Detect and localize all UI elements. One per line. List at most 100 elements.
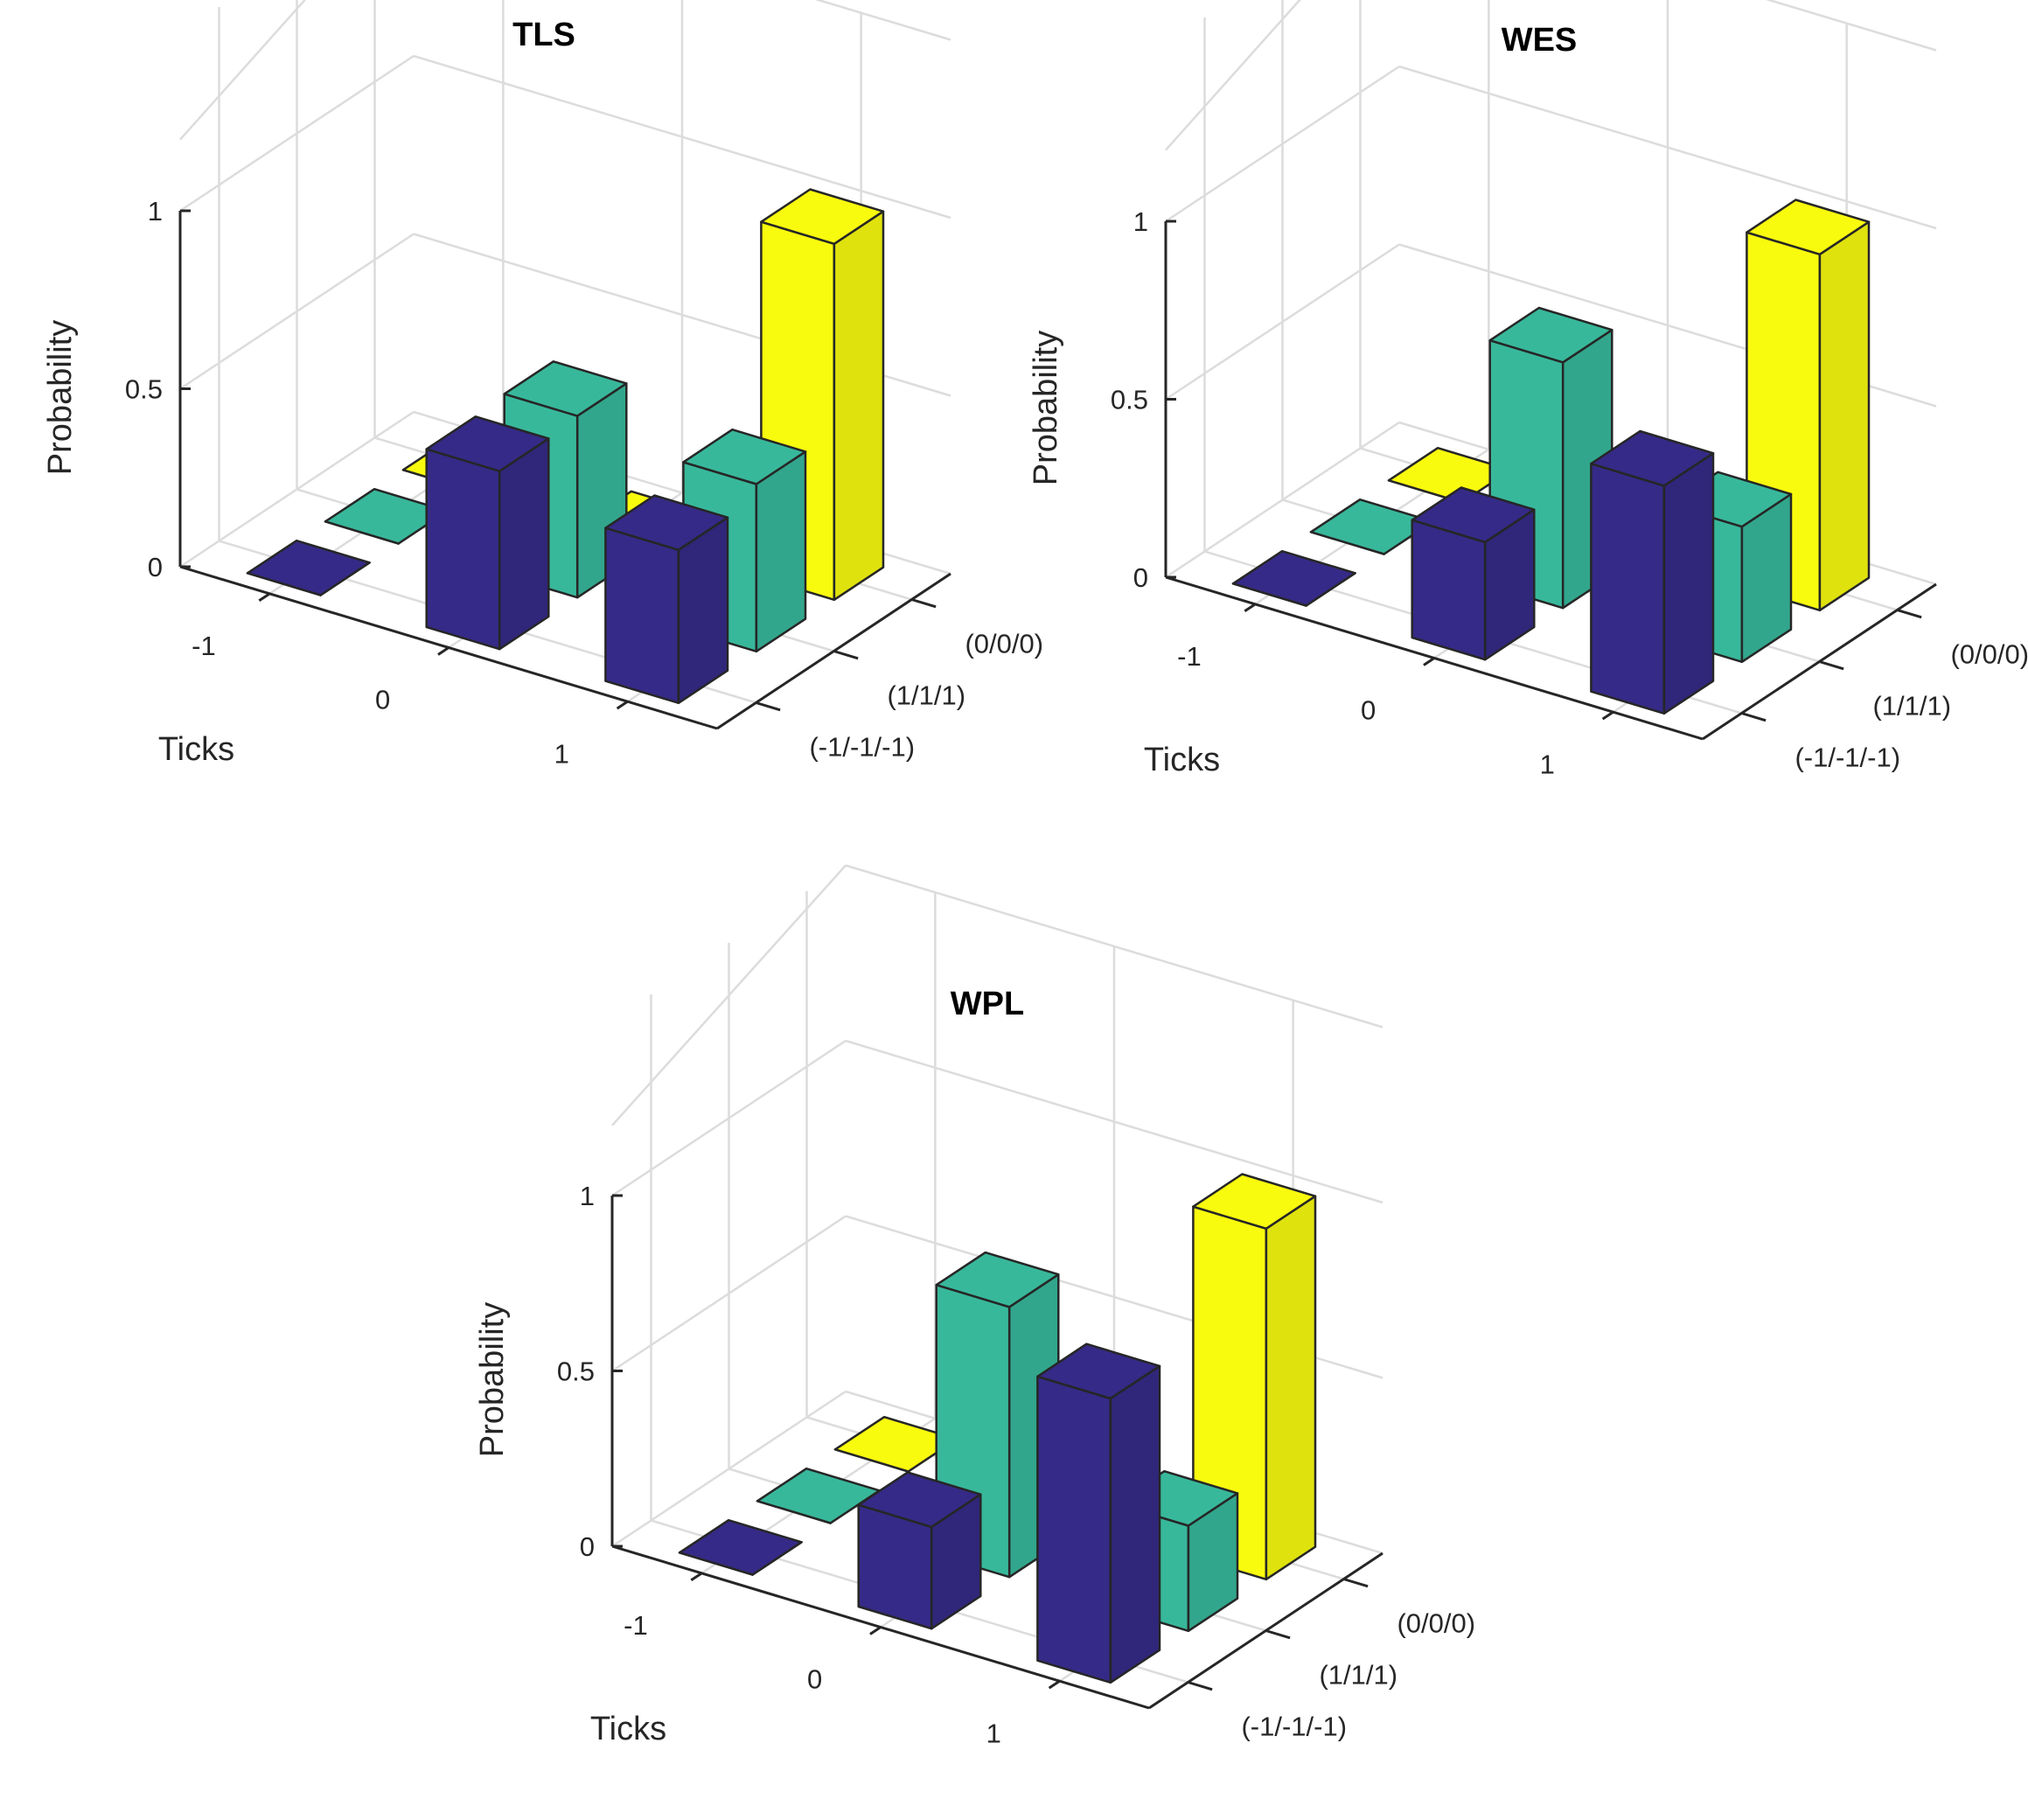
bar-top-face (604, 494, 729, 552)
x-tick (1048, 1679, 1061, 1690)
bar-front-face (1411, 519, 1487, 661)
chart-title: WPL (951, 986, 1024, 1022)
y-tick-label: (1/1/1) (1872, 690, 1951, 721)
bars (1231, 199, 1871, 715)
z-tick-label: 1 (580, 1181, 595, 1211)
y-tick-label: (-1/-1/-1) (1795, 742, 1900, 772)
z-axis-label: Probability (42, 320, 79, 475)
bar-top-face (682, 428, 807, 485)
y-tick (1265, 1629, 1291, 1640)
y-tick-label: (1/1/1) (1319, 1659, 1397, 1690)
chart-tls: 0 0.5 1 -1 0 1 (-1/-1/-1) (1/1/1)(0/0/0) Probabi… (42, 0, 1043, 769)
y-tick (911, 598, 937, 609)
z-tick-label: 0.5 (125, 374, 163, 405)
z-tick-label: 0 (148, 552, 163, 582)
bar-front-face (425, 448, 501, 651)
axes: 00.51-101 (-1/-1/-1)(1/1/1)(0/0/0)Probabi… (474, 1181, 1475, 1748)
y-tick (833, 650, 859, 660)
x-tick-label: 1 (554, 738, 569, 769)
y-tick (1741, 712, 1767, 722)
axes: 0 0.5 1 -1 0 1 (-1/-1/-1) (1/1/1) (0/0/0) Probabi… (1028, 206, 2028, 779)
bar-top-face (678, 1518, 803, 1576)
bar-top-face (1590, 429, 1715, 487)
axes: 0 0.5 1 -1 0 1 (-1/-1/-1) (1/1/1)(0/0/0) Probabi… (42, 196, 1043, 769)
z-axis-label: Probability (474, 1302, 511, 1457)
x-tick-label: 1 (1540, 749, 1555, 779)
z-tick-label: 0 (1133, 562, 1148, 593)
y-tick (756, 701, 781, 712)
y-tick-label: (0/0/0) (965, 628, 1043, 659)
y-tick (1188, 1681, 1213, 1691)
chart-wpl: 0 0.5 1 -1 0 1 (-1/-1/-1) (1/1/1)(0/0/0) Probabi… (474, 864, 1475, 1748)
bar (678, 1518, 803, 1576)
y-tick (1819, 660, 1844, 671)
bar-side-face (833, 210, 885, 602)
bar-top-face (1231, 549, 1356, 607)
x-tick (1423, 657, 1435, 666)
x-tick (258, 592, 271, 603)
bar (246, 539, 371, 596)
bar (425, 415, 550, 651)
x-tick-label: -1 (192, 631, 216, 661)
bar-top-face (1192, 1173, 1317, 1231)
x-tick (1244, 603, 1257, 613)
z-tick-label: 1 (1133, 206, 1148, 237)
chart-title: WES (1502, 22, 1578, 59)
x-tick-label: 1 (986, 1718, 1001, 1748)
y-tick-label: (0/0/0) (1950, 638, 2028, 669)
y-tick (1897, 609, 1922, 619)
bar-side-face (1662, 451, 1715, 715)
bar-side-face (498, 437, 550, 651)
x-tick (616, 700, 629, 710)
x-axis-label: Ticks (1144, 742, 1220, 778)
z-tick-label: 0.5 (1111, 385, 1148, 415)
x-tick (437, 646, 450, 656)
y-tick (1343, 1578, 1369, 1588)
x-tick-label: 0 (807, 1664, 822, 1695)
z-tick-label: 0.5 (557, 1356, 595, 1387)
bar (857, 1471, 982, 1630)
bar (1411, 486, 1536, 661)
y-tick-label: (-1/-1/-1) (809, 731, 915, 762)
y-tick-label: (1/1/1) (887, 680, 965, 710)
x-tick-label: 0 (375, 685, 390, 715)
x-tick (869, 1626, 882, 1635)
x-tick (1601, 710, 1614, 721)
bar-front-face (604, 526, 680, 705)
y-tick-label: (0/0/0) (1397, 1607, 1475, 1638)
z-tick-label: 0 (580, 1531, 595, 1562)
x-tick-label: -1 (1177, 641, 1202, 672)
bar (1192, 1173, 1317, 1581)
bar-front-face (1590, 462, 1666, 715)
bar-side-face (1818, 220, 1871, 612)
bar-top-face (1036, 1342, 1161, 1400)
bar-side-face (1109, 1364, 1161, 1684)
bar-top-face (1746, 199, 1871, 256)
z-axis-label: Probability (1028, 331, 1064, 485)
x-tick-label: -1 (624, 1610, 648, 1641)
bar-top-face (1411, 486, 1536, 544)
bars (678, 1173, 1317, 1684)
bar (1231, 549, 1356, 607)
bar-top-face (857, 1471, 982, 1529)
bar-top-face (935, 1251, 1060, 1308)
bar-top-face (1488, 306, 1613, 364)
bar (604, 494, 729, 705)
x-tick-label: 0 (1361, 695, 1376, 726)
bar-top-face (760, 188, 885, 246)
chart-title: TLS (512, 17, 575, 53)
bar-front-face (1036, 1375, 1112, 1684)
x-tick (690, 1572, 703, 1582)
bar (1036, 1342, 1161, 1684)
chart-wes: 0 0.5 1 -1 0 1 (-1/-1/-1) (1/1/1) (0/0/0) Probabi… (1028, 0, 2028, 779)
z-tick-label: 1 (148, 196, 163, 227)
x-axis-label: Ticks (590, 1711, 666, 1747)
x-axis-label: Ticks (158, 731, 234, 768)
bar-side-face (755, 450, 807, 653)
bar-side-face (1265, 1195, 1317, 1581)
bars (246, 188, 885, 705)
bar-top-face (246, 539, 371, 596)
bar-top-face (425, 415, 550, 472)
bar (1590, 429, 1715, 715)
